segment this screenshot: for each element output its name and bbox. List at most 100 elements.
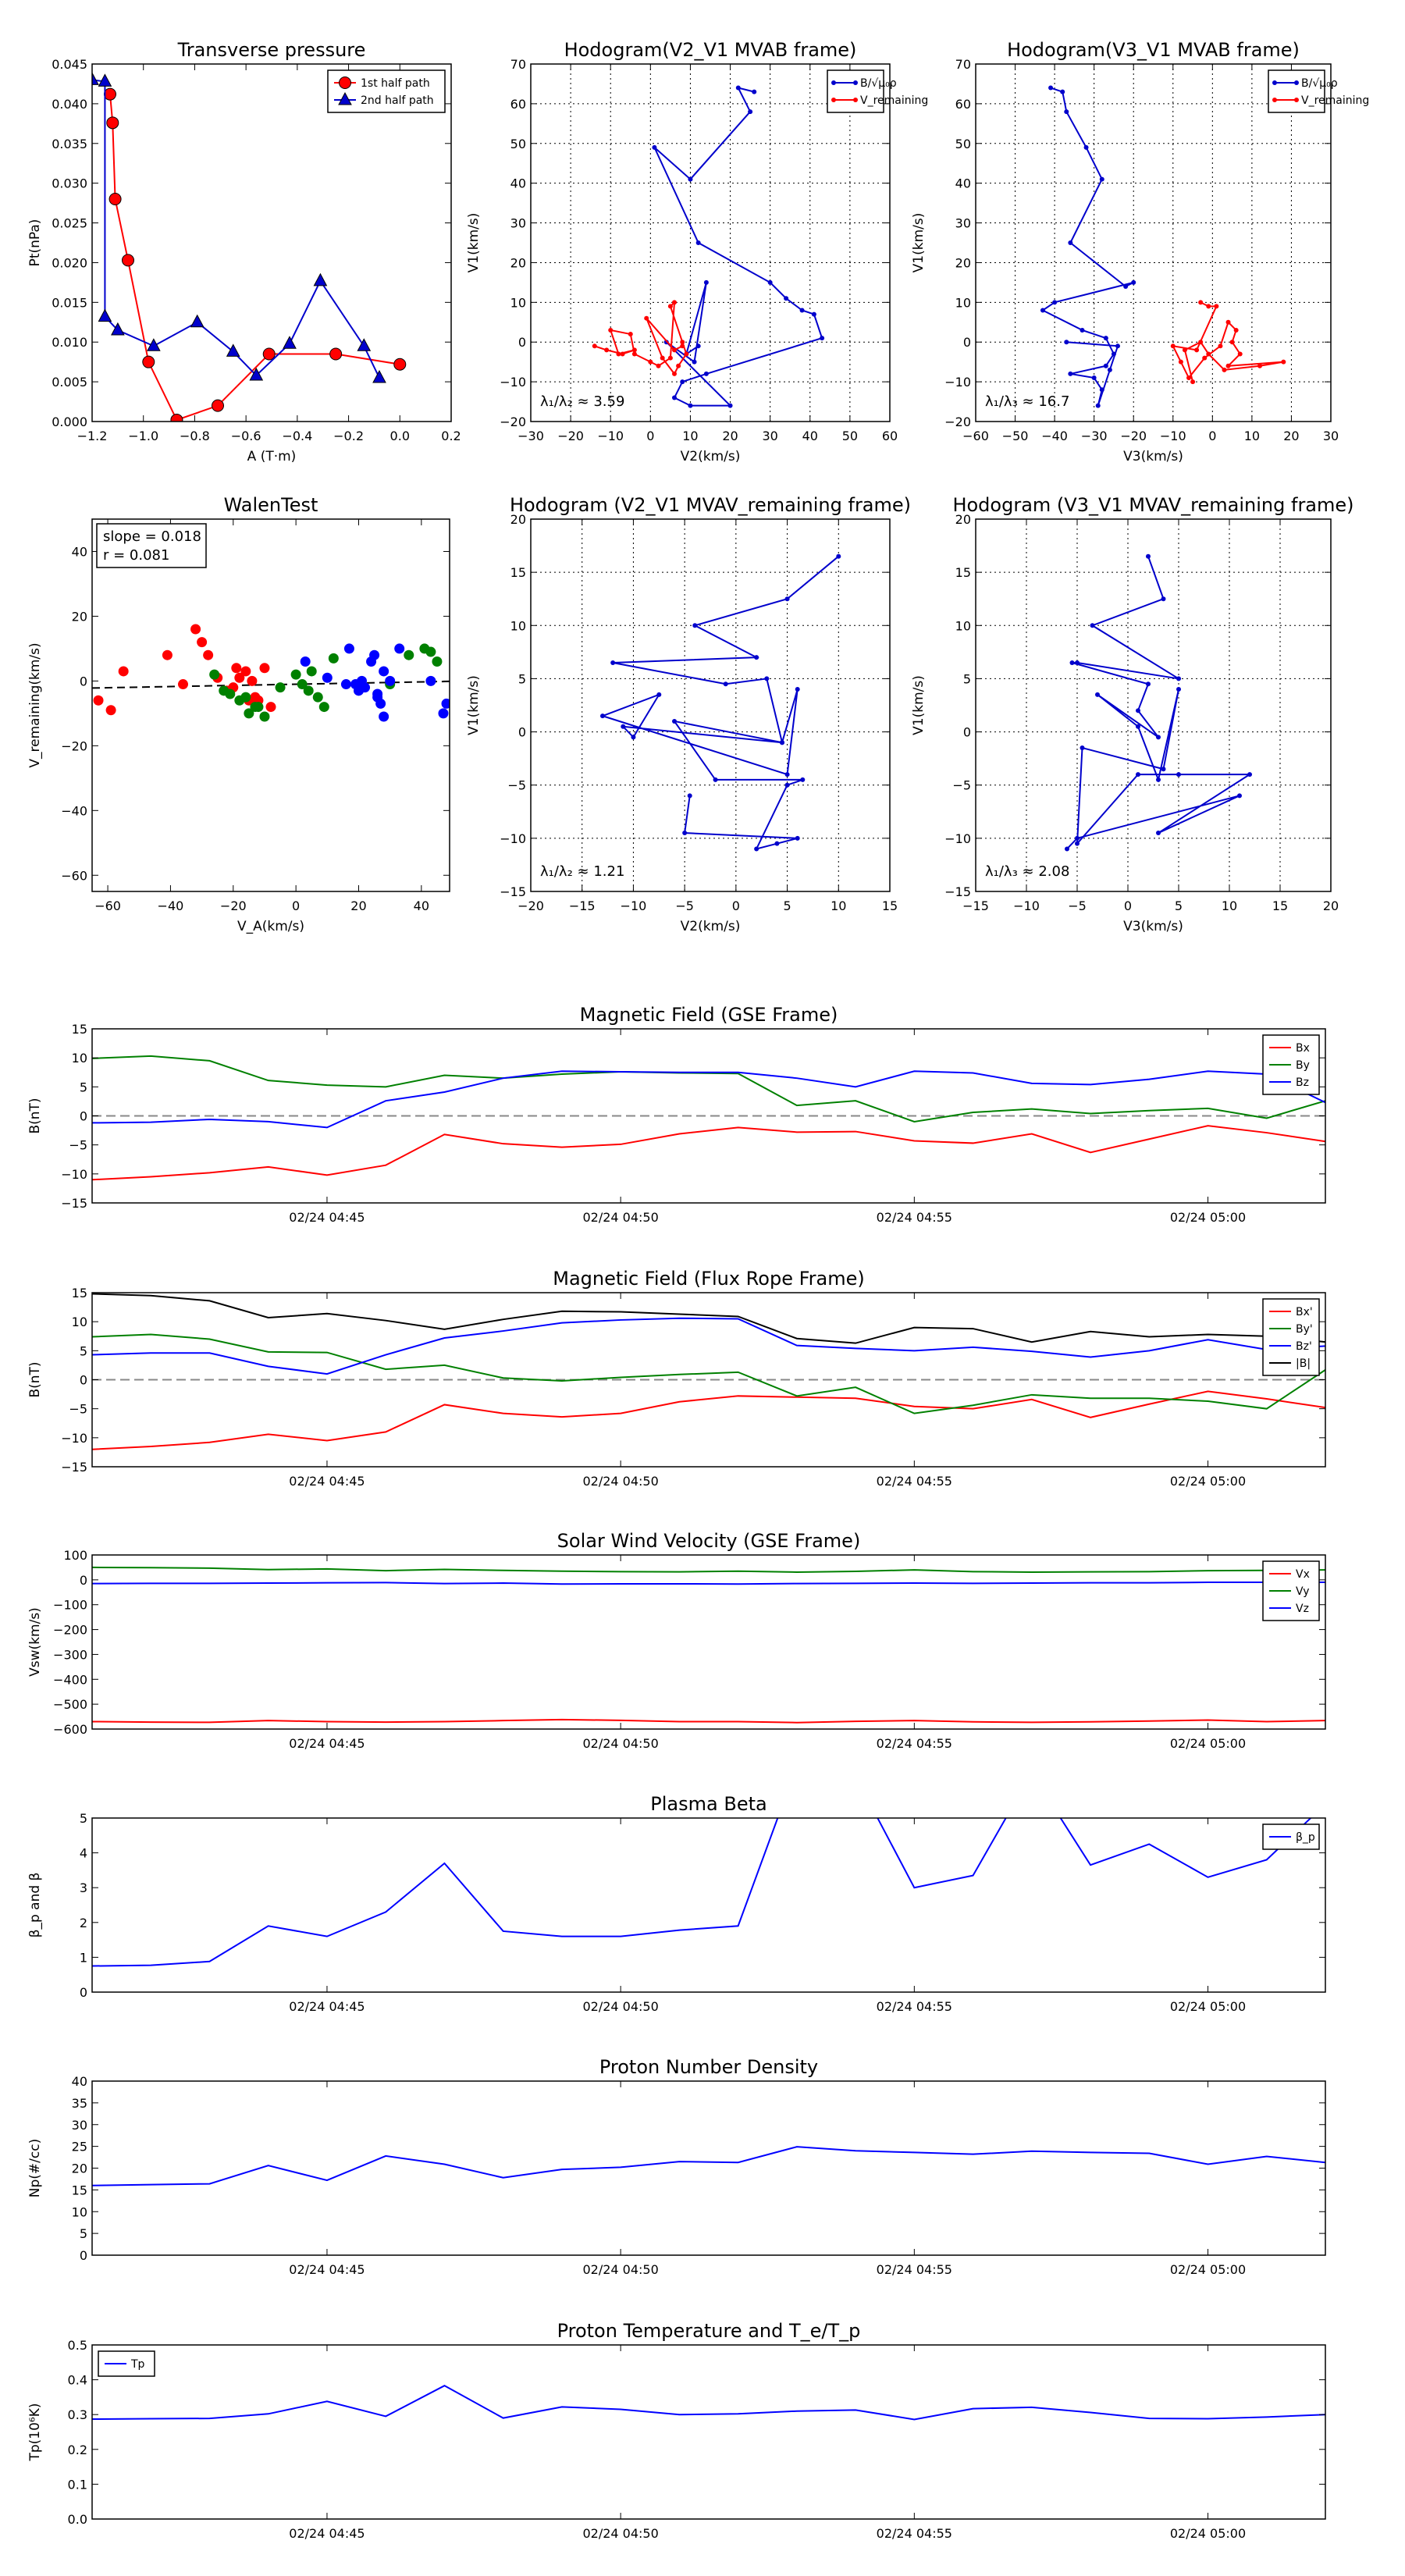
y-tick-label: 0 — [80, 1573, 87, 1588]
axes-frame — [91, 2344, 1326, 2520]
data-point — [676, 363, 681, 368]
legend-label: V_remaining — [860, 94, 928, 107]
y-tick-label: 40 — [72, 2074, 87, 2089]
data-point — [631, 347, 637, 353]
data-point — [290, 669, 301, 680]
data-point — [212, 399, 224, 412]
series-line — [92, 2385, 1325, 2421]
data-point — [250, 702, 261, 713]
x-tick-label: 40 — [802, 429, 818, 443]
legend-label: |B| — [1296, 1357, 1311, 1370]
data-point — [1068, 240, 1073, 245]
data-point — [1194, 347, 1200, 353]
series-line — [92, 1333, 1325, 1414]
chart-title: Transverse pressure — [177, 39, 366, 61]
data-point — [369, 649, 380, 660]
x-tick-label: −0.6 — [231, 429, 261, 443]
x-tick-label: 0 — [646, 429, 654, 443]
x-tick-label: −1.0 — [128, 429, 158, 443]
data-point — [680, 379, 685, 385]
data-point — [703, 371, 709, 376]
x-tick-label: −15 — [962, 898, 989, 913]
y-tick-label: 5 — [80, 1811, 87, 1826]
data-point — [1156, 831, 1161, 836]
y-tick-label: 20 — [72, 609, 87, 624]
data-point — [727, 403, 733, 408]
y-tick-label: 0 — [518, 335, 526, 350]
data-point — [1225, 363, 1231, 368]
data-point — [297, 679, 308, 690]
data-point — [1229, 340, 1235, 345]
data-point — [644, 315, 649, 321]
y-tick-label: 20 — [72, 2161, 87, 2176]
data-point — [262, 347, 276, 361]
data-point — [811, 311, 816, 317]
y-tick-label: 10 — [955, 618, 971, 633]
x-tick-label: −5 — [675, 898, 694, 913]
axes-frame — [975, 518, 1332, 892]
data-point — [688, 403, 693, 408]
y-tick-label: 0.010 — [52, 335, 87, 350]
data-point — [631, 351, 637, 357]
x-tick-label: −20 — [557, 429, 584, 443]
legend-label: V_remaining — [1301, 94, 1369, 107]
y-tick-label: 25 — [72, 2140, 87, 2154]
data-point — [1069, 660, 1075, 665]
legend-marker — [853, 80, 858, 85]
series-line — [594, 300, 688, 375]
data-point — [648, 359, 653, 365]
x-tick-label: −0.2 — [333, 429, 364, 443]
y-tick-label: 10 — [955, 295, 971, 310]
data-point — [240, 666, 251, 677]
data-point — [621, 724, 626, 729]
y-tick-label: 0.020 — [52, 255, 87, 270]
legend-marker — [338, 91, 352, 105]
x-tick-label: 40 — [414, 898, 429, 913]
data-point — [1156, 735, 1161, 740]
y-tick-label: −20 — [500, 415, 526, 429]
data-point — [672, 347, 677, 353]
data-point — [1176, 687, 1181, 692]
chart-hodo_v3_mvav: −15 −10 −5 0 5 10 15 20−15−10−505101520Hodogram… — [911, 494, 1354, 934]
x-tick-label: 02/24 04:50 — [582, 1474, 658, 1489]
y-tick-label: −15 — [61, 1460, 87, 1475]
y-axis-label: V1(km/s) — [911, 675, 927, 735]
x-tick-label: 20 — [1283, 429, 1299, 443]
stats-text: r = 0.081 — [103, 547, 169, 564]
y-tick-label: 4 — [80, 1846, 87, 1861]
chart-title: Magnetic Field (GSE Frame) — [580, 1004, 838, 1026]
data-point — [735, 85, 741, 91]
data-point — [275, 682, 286, 693]
data-point — [1075, 660, 1080, 665]
data-point — [1040, 308, 1045, 313]
chart-hodo_v3_mvab: −60 −50 −40 −30 −20 −10 0 10 20 30 −20 −10 0 10 20 30 40… — [911, 39, 1369, 464]
y-tick-label: 0.005 — [52, 375, 87, 390]
data-point — [1111, 351, 1116, 357]
x-tick-label: 02/24 04:55 — [877, 1474, 952, 1489]
y-axis-label: Vsw(km/s) — [27, 1607, 43, 1677]
data-point — [1161, 596, 1166, 602]
data-point — [774, 841, 780, 846]
y-axis-label: V1(km/s) — [911, 213, 927, 273]
chart-title: Hodogram (V3_V1 MVAV_remaining frame) — [952, 494, 1353, 516]
x-tick-label: 30 — [1323, 429, 1339, 443]
legend-label: By — [1296, 1059, 1310, 1072]
data-point — [795, 687, 800, 692]
axes-frame — [91, 518, 450, 892]
y-tick-label: −10 — [500, 375, 526, 390]
data-point — [695, 240, 701, 245]
data-point — [628, 332, 633, 337]
legend-label: Bz — [1296, 1076, 1309, 1089]
y-tick-label: 0.025 — [52, 216, 87, 231]
x-tick-label: 0.0 — [390, 429, 410, 443]
data-point — [240, 692, 251, 703]
data-point — [667, 355, 673, 361]
data-point — [784, 772, 790, 777]
axes-frame — [91, 63, 452, 422]
data-point — [372, 369, 386, 383]
data-point — [328, 653, 339, 664]
series-line — [1040, 87, 1134, 406]
series-line — [92, 1818, 1312, 1967]
y-tick-label: 0.1 — [68, 2477, 87, 2492]
